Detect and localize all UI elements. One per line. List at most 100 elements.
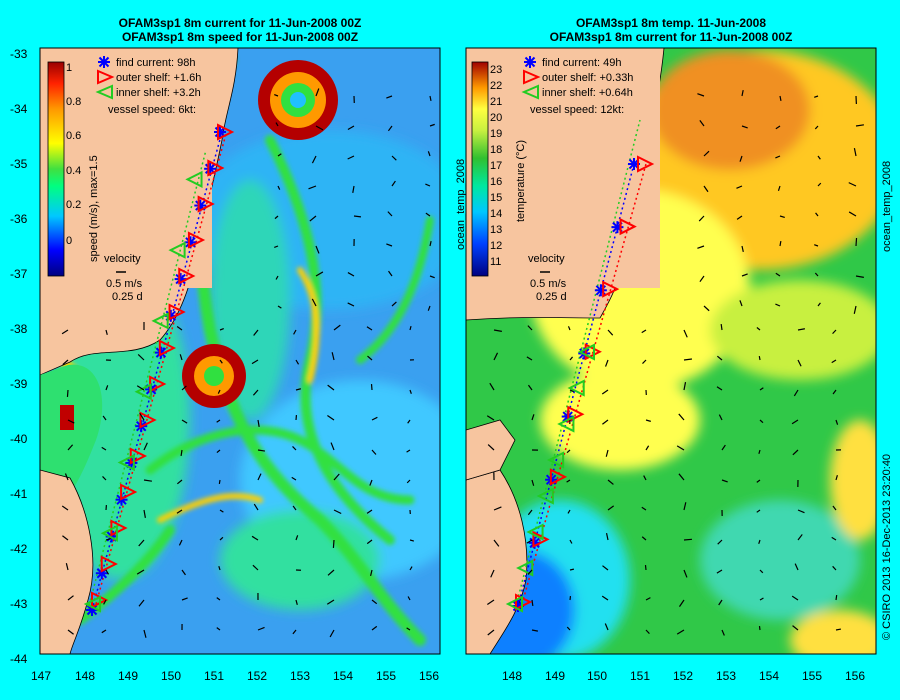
- velocity-arrow: [641, 506, 647, 511]
- velocity-arrow: [366, 539, 373, 545]
- lon-tick-label: 148: [502, 669, 522, 683]
- inner-shelf-marker: [516, 559, 534, 577]
- velocity-arrow: [779, 95, 782, 102]
- lon-tick-label: 152: [247, 669, 267, 683]
- temp-tick: 18: [490, 144, 502, 156]
- velocity-arrow: [65, 563, 69, 571]
- velocity-arrow: [406, 627, 411, 631]
- velocity-arrow: [758, 449, 761, 455]
- velocity-arrow: [720, 323, 723, 331]
- velocity-arrow: [721, 444, 726, 451]
- speed-colorbar-label: speed (m/s), max=1.5: [88, 155, 100, 262]
- velocity-arrow: [332, 539, 335, 549]
- velocity-arrow: [775, 155, 781, 159]
- velocity-arrow: [775, 272, 781, 277]
- velocity-arrow: [759, 419, 764, 424]
- velocity-arrow: [531, 479, 535, 486]
- velocity-arrow: [721, 629, 725, 636]
- speed-tick: 1: [66, 62, 72, 74]
- velocity-arrow: [176, 479, 183, 485]
- velocity-arrow: [391, 180, 396, 187]
- right-velocity-speed: 0.5 m/s: [530, 278, 567, 290]
- velocity-arrow: [369, 479, 373, 486]
- velocity-arrow: [427, 151, 431, 157]
- inner-shelf-marker: [526, 523, 544, 541]
- velocity-arrow: [293, 329, 297, 335]
- velocity-arrow: [567, 509, 571, 514]
- velocity-arrow: [216, 597, 221, 601]
- inner-shelf-marker: [151, 312, 169, 330]
- right-legend-box: [470, 56, 660, 288]
- outer-shelf-triangle-icon: [523, 69, 541, 85]
- velocity-arrow: [797, 359, 802, 367]
- velocity-arrow: [756, 509, 761, 513]
- velocity-arrow: [531, 629, 539, 632]
- inner-shelf-marker: [83, 595, 101, 613]
- outer-shelf-marker: [532, 530, 550, 549]
- speed-tick: 0.8: [66, 96, 81, 108]
- velocity-arrow: [371, 416, 378, 421]
- inner-shelf-triangle-icon: [521, 84, 539, 100]
- velocity-arrow: [387, 211, 393, 217]
- temp-tick: 22: [490, 80, 502, 92]
- velocity-arrow: [370, 569, 373, 576]
- lon-tick-label: 151: [630, 669, 650, 683]
- temp-tick: 16: [490, 176, 502, 188]
- velocity-arrow: [814, 244, 819, 247]
- copyright-label: © CSIRO 2013 16-Dec-2013 23:20:40: [881, 454, 893, 640]
- velocity-arrow: [569, 389, 574, 393]
- velocity-arrow: [329, 629, 335, 638]
- velocity-arrow: [352, 185, 355, 193]
- right-frame: [465, 47, 877, 655]
- velocity-arrow: [181, 419, 188, 424]
- velocity-arrow: [699, 275, 705, 283]
- inner-shelf-marker: [577, 343, 595, 361]
- velocity-arrow: [139, 412, 145, 421]
- velocity-arrow: [526, 356, 533, 361]
- outer-shelf-marker: [187, 231, 206, 249]
- velocity-arrow: [62, 359, 69, 366]
- velocity-arrow: [855, 237, 858, 247]
- velocity-arrow: [527, 509, 533, 516]
- velocity-arrow: [527, 569, 533, 575]
- velocity-arrow: [831, 359, 837, 364]
- velocity-arrow: [67, 629, 74, 635]
- velocity-arrow: [371, 625, 378, 631]
- velocity-arrow: [327, 569, 335, 576]
- velocity-arrow: [569, 356, 574, 361]
- velocity-arrow: [367, 355, 373, 361]
- velocity-arrow: [716, 386, 723, 391]
- velocity-arrow: [792, 625, 799, 631]
- velocity-arrow: [327, 384, 335, 391]
- velocity-arrow: [315, 245, 320, 254]
- velocity-arrow: [676, 445, 685, 451]
- velocity-arrow: [347, 125, 355, 131]
- lon-tick-label: 153: [290, 669, 310, 683]
- velocity-arrow: [315, 271, 324, 277]
- left-velocity-title: velocity: [104, 253, 141, 265]
- velocity-arrow: [406, 449, 411, 453]
- right-legend-inner: inner shelf: +0.64h: [542, 87, 633, 99]
- velocity-arrow: [105, 329, 108, 335]
- velocity-arrow: [645, 419, 651, 422]
- velocity-arrow: [736, 215, 743, 220]
- velocity-arrow: [61, 329, 69, 335]
- velocity-arrow: [641, 329, 647, 334]
- velocity-arrow: [853, 148, 857, 157]
- velocity-arrow: [607, 505, 615, 511]
- inner-shelf-marker: [100, 524, 118, 542]
- lon-tick-label: 155: [802, 669, 822, 683]
- velocity-arrow: [791, 595, 799, 601]
- velocity-arrow: [676, 629, 685, 635]
- velocity-arrow: [101, 629, 107, 634]
- velocity-arrow: [814, 95, 819, 98]
- velocity-arrow: [217, 389, 221, 394]
- lat-tick-label: -33: [10, 47, 28, 61]
- temp-tick: 11: [490, 256, 501, 268]
- velocity-arrow: [531, 414, 535, 421]
- velocity-arrow: [566, 626, 571, 631]
- velocity-arrow: [794, 563, 799, 571]
- velocity-arrow: [327, 414, 335, 421]
- velocity-arrow: [143, 509, 146, 518]
- velocity-arrow: [835, 475, 838, 481]
